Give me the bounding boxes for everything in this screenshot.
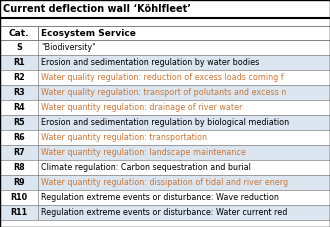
Text: R11: R11 — [11, 208, 27, 217]
Bar — [0, 55, 330, 70]
Text: Water quality regulation: transport of polutants and excess n: Water quality regulation: transport of p… — [41, 88, 286, 97]
Text: Cat.: Cat. — [9, 29, 29, 37]
Bar — [0, 26, 330, 40]
Text: R8: R8 — [13, 163, 25, 172]
Bar — [0, 145, 330, 160]
Text: R2: R2 — [13, 73, 25, 82]
Bar — [0, 190, 330, 205]
Bar — [0, 160, 330, 175]
Text: Erosion and sedimentation regulation by biological mediation: Erosion and sedimentation regulation by … — [41, 118, 289, 127]
Text: Climate regulation: Carbon sequestration and burial: Climate regulation: Carbon sequestration… — [41, 163, 251, 172]
Bar — [0, 115, 330, 130]
Text: "Biodiversity": "Biodiversity" — [41, 43, 96, 52]
Text: Water quantity regulation: drainage of river water: Water quantity regulation: drainage of r… — [41, 103, 242, 112]
Text: Water quantity regulation: dissipation of tidal and river energ: Water quantity regulation: dissipation o… — [41, 178, 288, 187]
Text: R3: R3 — [13, 88, 25, 97]
Bar — [0, 205, 330, 220]
Bar — [0, 100, 330, 115]
Text: R7: R7 — [13, 148, 25, 157]
Text: Water quality regulation: reduction of excess loads coming f: Water quality regulation: reduction of e… — [41, 73, 283, 82]
Text: Water quantity regulation: landscape maintenance: Water quantity regulation: landscape mai… — [41, 148, 246, 157]
Bar — [0, 175, 330, 190]
Text: Regulation extreme events or disturbance: Water current red: Regulation extreme events or disturbance… — [41, 208, 287, 217]
Text: R10: R10 — [11, 193, 27, 202]
Text: R4: R4 — [13, 103, 25, 112]
Text: Ecosystem Service: Ecosystem Service — [41, 29, 136, 37]
Bar — [0, 130, 330, 145]
Text: R9: R9 — [13, 178, 25, 187]
Bar — [0, 70, 330, 85]
Bar — [0, 40, 330, 55]
Text: Regulation extreme events or disturbance: Wave reduction: Regulation extreme events or disturbance… — [41, 193, 279, 202]
Text: R1: R1 — [13, 58, 25, 67]
Bar — [0, 0, 330, 18]
Text: R5: R5 — [13, 118, 25, 127]
Text: S: S — [16, 43, 22, 52]
Text: Erosion and sedimentation regulation by water bodies: Erosion and sedimentation regulation by … — [41, 58, 259, 67]
Text: Water quantity regulation: transportation: Water quantity regulation: transportatio… — [41, 133, 207, 142]
Text: Current deflection wall ‘Köhlfleet’: Current deflection wall ‘Köhlfleet’ — [3, 4, 191, 14]
Bar — [0, 85, 330, 100]
Text: R6: R6 — [13, 133, 25, 142]
